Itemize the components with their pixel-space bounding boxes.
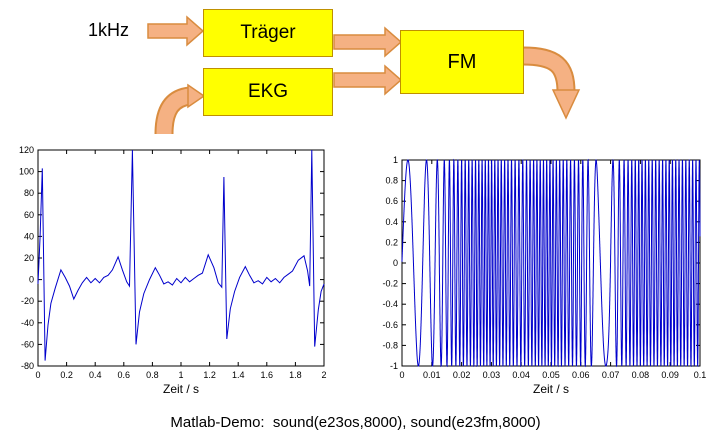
svg-text:0.01: 0.01 (423, 370, 441, 380)
svg-text:0.06: 0.06 (572, 370, 590, 380)
svg-text:20: 20 (24, 253, 34, 263)
svg-text:1.2: 1.2 (203, 370, 216, 380)
block-ekg: EKG (203, 68, 333, 116)
svg-text:0: 0 (393, 258, 398, 268)
block-fm-label: FM (447, 50, 477, 73)
svg-text:0: 0 (399, 370, 404, 380)
arrow-fm-output (522, 48, 574, 93)
arrow-1khz-to-traeger (147, 15, 205, 47)
diagram-arrows-layer (147, 15, 581, 135)
svg-text:0.8: 0.8 (146, 370, 159, 380)
ekg-time-plot: 0 0.2 0.4 0.6 0.8 1 1.2 1.4 1.6 1.8 2 -80 -60 -40 -20 0… (8, 142, 330, 404)
arrow-ekg-input-head (187, 83, 206, 109)
svg-text:0.2: 0.2 (60, 370, 73, 380)
svg-text:0.05: 0.05 (542, 370, 560, 380)
svg-text:2: 2 (321, 370, 326, 380)
svg-text:Zeit / s: Zeit / s (163, 382, 199, 396)
fm-plot-svg: 0 0.01 0.02 0.03 0.04 0.05 0.06 0.07 0.08 0.09 0.1… (382, 155, 706, 396)
svg-text:40: 40 (24, 231, 34, 241)
svg-text:1.4: 1.4 (232, 370, 245, 380)
svg-text:0.2: 0.2 (385, 237, 398, 247)
svg-text:0: 0 (35, 370, 40, 380)
block-traeger: Träger (203, 9, 333, 57)
svg-text:100: 100 (19, 167, 34, 177)
svg-text:-1: -1 (390, 361, 398, 371)
svg-text:-60: -60 (21, 339, 34, 349)
svg-text:-0.8: -0.8 (382, 340, 398, 350)
input-signal-label: 1kHz (88, 19, 130, 40)
arrow-ekg-to-fm (333, 64, 403, 96)
matlab-demo-caption: Matlab-Demo: sound(e23os,8000), sound(e2… (170, 414, 541, 431)
svg-text:0.8: 0.8 (385, 176, 398, 186)
svg-text:1.8: 1.8 (289, 370, 302, 380)
svg-text:0.1: 0.1 (694, 370, 706, 380)
svg-text:0.4: 0.4 (385, 217, 398, 227)
svg-text:-80: -80 (21, 361, 34, 371)
svg-text:120: 120 (19, 145, 34, 155)
svg-text:0.09: 0.09 (661, 370, 679, 380)
block-ekg-label: EKG (247, 81, 289, 102)
svg-text:0.03: 0.03 (483, 370, 501, 380)
svg-text:0.02: 0.02 (453, 370, 471, 380)
arrow-traeger-to-fm (333, 26, 403, 58)
svg-text:0.04: 0.04 (512, 370, 530, 380)
svg-text:0.6: 0.6 (118, 370, 131, 380)
svg-text:0.08: 0.08 (632, 370, 650, 380)
svg-text:-0.6: -0.6 (382, 320, 398, 330)
svg-text:0.6: 0.6 (385, 196, 398, 206)
svg-text:60: 60 (24, 210, 34, 220)
svg-text:-20: -20 (21, 296, 34, 306)
svg-text:-0.2: -0.2 (382, 279, 398, 289)
svg-text:1.6: 1.6 (261, 370, 274, 380)
svg-text:-0.4: -0.4 (382, 299, 398, 309)
svg-text:1: 1 (178, 370, 183, 380)
block-diagram: 1kHz Träger EKG FM (0, 0, 711, 140)
fm-time-plot: 0 0.01 0.02 0.03 0.04 0.05 0.06 0.07 0.08 0.09 0.1… (372, 152, 706, 404)
svg-text:Zeit / s: Zeit / s (533, 382, 569, 396)
ekg-plot-svg: 0 0.2 0.4 0.6 0.8 1 1.2 1.4 1.6 1.8 2 -80 -60 -40 -20 0… (19, 145, 327, 396)
svg-text:1: 1 (393, 155, 398, 165)
block-fm: FM (400, 30, 524, 94)
svg-text:-40: -40 (21, 318, 34, 328)
arrow-fm-output-head (551, 89, 581, 120)
arrow-ekg-input (156, 88, 192, 135)
svg-text:0.4: 0.4 (89, 370, 102, 380)
svg-text:0: 0 (29, 275, 34, 285)
svg-text:80: 80 (24, 188, 34, 198)
svg-text:0.07: 0.07 (602, 370, 620, 380)
block-traeger-label: Träger (240, 22, 296, 43)
